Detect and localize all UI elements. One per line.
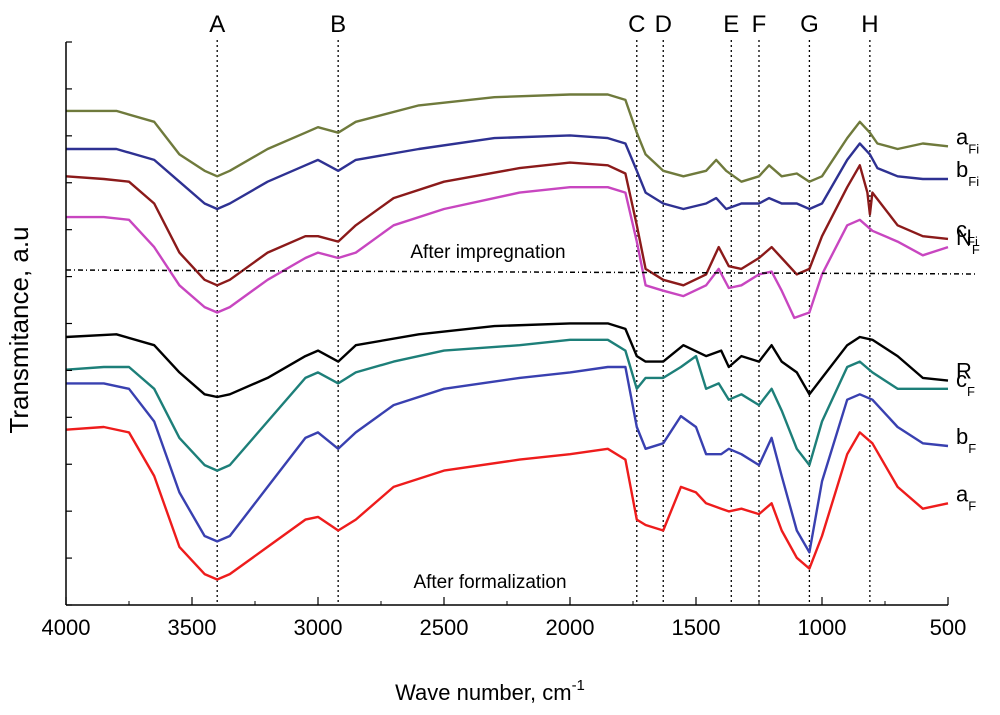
x-axis-title-superscript: -1 (572, 677, 585, 694)
series-line-b-f (66, 365, 949, 554)
series-label-b-fi: bFi (956, 157, 979, 189)
x-tick-label: 500 (930, 615, 967, 640)
peak-label-g: G (800, 11, 819, 38)
peak-reference-lines (216, 40, 871, 605)
series-label-c-f: cF (956, 367, 975, 399)
series-label-r: R (956, 359, 972, 384)
series-line-a-f (65, 425, 949, 581)
series-label-a-f: aF (956, 481, 976, 513)
series-label-b-f: bF (956, 424, 976, 456)
x-tick-label: 2500 (420, 615, 469, 640)
peak-label-d: D (655, 11, 672, 38)
peak-label-a: A (209, 11, 225, 38)
series-label-a-fi: aFi (956, 124, 979, 156)
series-line-c-f (65, 338, 948, 472)
peak-label-b: B (330, 11, 346, 38)
peak-label-f: F (752, 11, 767, 38)
series-line-a-fi (66, 93, 949, 183)
x-axis-title: Wave number, cm-1 (395, 677, 585, 705)
x-tick-label: 3000 (294, 615, 343, 640)
x-tick-label: 4000 (42, 615, 91, 640)
series-label-c-fi: cFi (956, 217, 978, 249)
peak-label-h: H (861, 11, 878, 38)
axes: 4000 3500 3000 2500 2000 1500 1000 500 (42, 41, 967, 640)
annotation-after-formalization: After formalization (413, 572, 566, 593)
series-label-n-f: NF (956, 225, 980, 257)
series-line-r (65, 322, 949, 399)
x-tick-label: 1000 (798, 615, 847, 640)
series-line-n-f (66, 186, 949, 320)
x-tick-label: 3500 (168, 615, 217, 640)
peak-label-c: C (628, 11, 645, 38)
y-axis-title: Transmitance, a.u (4, 226, 34, 433)
spectra-series (65, 93, 949, 581)
series-line-c-fi (65, 161, 949, 287)
group-separator-line (65, 269, 979, 275)
series-line-b-fi (66, 134, 948, 211)
x-tick-label: 2000 (546, 615, 595, 640)
x-tick-label: 1500 (672, 615, 721, 640)
peak-label-e: E (723, 11, 739, 38)
x-axis-title-main: Wave number, cm (395, 680, 571, 705)
annotation-after-impregnation: After impregnation (410, 242, 565, 263)
